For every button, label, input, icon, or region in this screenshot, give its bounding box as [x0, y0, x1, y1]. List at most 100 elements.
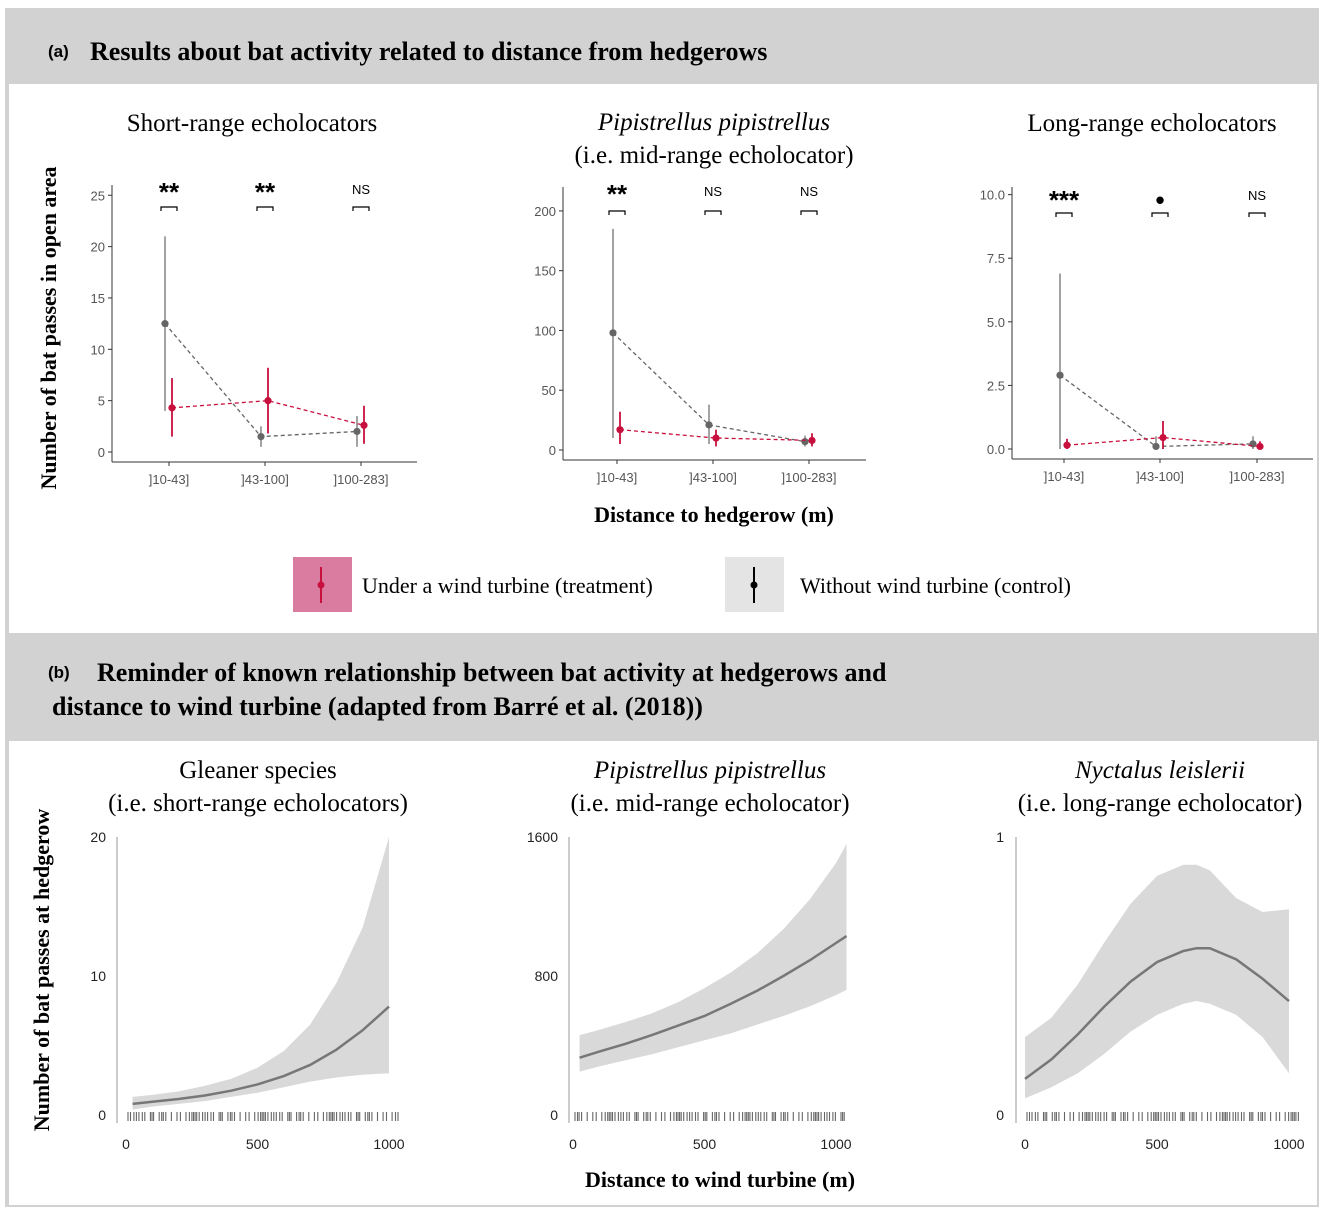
chart-title: Pipistrellus pipistrellus — [593, 757, 826, 784]
significance-label: *** — [1049, 185, 1080, 215]
significance-bracket — [1151, 212, 1169, 217]
rug-marks — [127, 1112, 399, 1121]
x-tick-label: ]100-283] — [334, 472, 389, 487]
significance-bracket — [800, 210, 818, 215]
y-tick-label: 20 — [90, 829, 106, 845]
significance-bracket — [1055, 212, 1073, 217]
chart-pipistrellus-turbine: Pipistrellus pipistrellus (i.e. mid-range… — [527, 757, 852, 1152]
y-tick-label: 0 — [98, 445, 105, 460]
significance-label: ** — [255, 177, 276, 207]
chart-subtitle: (i.e. mid-range echolocator) — [570, 790, 849, 817]
fitted-line — [132, 1005, 390, 1106]
y-tick-label: 10 — [91, 342, 105, 357]
significance-bracket — [352, 206, 370, 211]
control-point — [705, 421, 713, 429]
treatment-trend-line — [171, 399, 365, 426]
panel-a-ylabel: Number of bat passes in open area — [36, 166, 61, 489]
x-tick-label: ]10-43] — [1044, 469, 1084, 484]
confidence-band — [132, 837, 389, 1110]
x-tick-label: ]43-100] — [241, 472, 289, 487]
fitted-line — [579, 934, 848, 1059]
control-point — [801, 438, 809, 446]
x-tick-label: 500 — [1145, 1136, 1169, 1152]
treatment-point — [616, 426, 624, 434]
x-tick-label: 1000 — [1273, 1136, 1304, 1152]
y-tick-label: 20 — [91, 240, 105, 255]
panel-a-title: Results about bat activity related to di… — [90, 37, 767, 66]
y-tick-label: 0 — [996, 1107, 1004, 1123]
significance-label: ** — [607, 179, 628, 209]
confidence-band — [579, 843, 847, 1072]
treatment-point — [1256, 442, 1264, 451]
significance-label: NS — [800, 184, 818, 199]
control-point — [161, 320, 169, 328]
control-point — [1056, 371, 1064, 379]
y-tick-label: 0 — [550, 1107, 558, 1123]
panel-a-xlabel: Distance to hedgerow (m) — [594, 502, 834, 527]
panel-b-letter: (b) — [48, 663, 70, 682]
chart-gleaner-species: Gleaner species (i.e. short-range echoloc… — [90, 757, 408, 1152]
legend-treatment-label: Under a wind turbine (treatment) — [362, 573, 653, 598]
legend-control-label: Without wind turbine (control) — [800, 573, 1071, 598]
y-tick-label: 10.0 — [980, 188, 1005, 203]
significance-bracket — [704, 210, 722, 215]
legend: Under a wind turbine (treatment) Without… — [293, 557, 1071, 612]
treatment-point — [264, 397, 272, 405]
treatment-point — [360, 421, 368, 429]
chart-title: Pipistrellus pipistrellus — [597, 109, 830, 136]
x-tick-label: 1000 — [820, 1136, 851, 1152]
y-tick-label: 5 — [98, 394, 105, 409]
significance-label: NS — [352, 182, 370, 197]
panel-a-letter: (a) — [48, 42, 69, 61]
control-point — [257, 432, 265, 441]
chart-title: Long-range echolocators — [1027, 110, 1276, 137]
chart-subtitle: (i.e. short-range echolocators) — [108, 790, 408, 817]
fitted-line — [1024, 946, 1290, 1080]
x-tick-label: 0 — [1021, 1136, 1029, 1152]
y-tick-label: 50 — [542, 383, 556, 398]
y-tick-label: 0.0 — [987, 442, 1005, 457]
panel-b-title-line1: Reminder of known relationship between b… — [97, 658, 887, 687]
x-tick-label: 500 — [693, 1136, 717, 1152]
confidence-band — [1025, 864, 1289, 1099]
chart-nyctalus-leislerii: Nyctalus leislerii (i.e. long-range echol… — [996, 757, 1305, 1152]
chart-subtitle: (i.e. long-range echolocator) — [1018, 790, 1303, 817]
y-tick-label: 200 — [534, 204, 556, 219]
panel-a-header — [9, 12, 1319, 84]
x-tick-label: 0 — [122, 1136, 130, 1152]
y-tick-label: 2.5 — [987, 378, 1005, 393]
y-tick-label: 25 — [91, 188, 105, 203]
x-tick-label: ]10-43] — [597, 470, 637, 485]
x-tick-label: ]43-100] — [689, 470, 737, 485]
significance-label: NS — [1248, 188, 1266, 203]
x-tick-label: 500 — [246, 1136, 270, 1152]
significance-bracket — [1248, 212, 1266, 217]
panel-b-header — [9, 633, 1319, 741]
treatment-point — [712, 434, 720, 442]
treatment-point — [808, 436, 816, 445]
x-tick-label: ]43-100] — [1136, 469, 1184, 484]
chart-title: Nyctalus leislerii — [1074, 757, 1245, 784]
x-tick-label: ]100-283] — [1230, 469, 1285, 484]
y-tick-label: 100 — [534, 323, 556, 338]
significance-bracket — [160, 206, 178, 211]
significance-bracket — [608, 210, 626, 215]
rug-marks — [1026, 1112, 1299, 1121]
control-point — [609, 329, 617, 337]
significance-bracket — [256, 206, 274, 211]
chart-short-range: Short-range echolocators 0 5 10 15 20 25]10-43… — [91, 110, 417, 487]
y-tick-label: 5.0 — [987, 315, 1005, 330]
treatment-point — [1063, 441, 1071, 449]
chart-long-range: Long-range echolocators 0.0 2.5 5.0 7.5 10.0]… — [980, 110, 1313, 484]
y-tick-label: 1600 — [527, 829, 558, 845]
significance-label: NS — [704, 184, 722, 199]
chart-mid-range-pipistrellus: Pipistrellus pipistrellus (i.e. mid-range… — [534, 109, 866, 485]
y-tick-label: 15 — [91, 291, 105, 306]
panel-b-title-line2: distance to wind turbine (adapted from B… — [52, 692, 703, 721]
x-tick-label: ]100-283] — [782, 470, 837, 485]
significance-label: ** — [159, 177, 180, 207]
panel-b-ylabel: Number of bat passes at hedgerow — [29, 809, 54, 1132]
chart-title: Short-range echolocators — [127, 110, 378, 137]
x-tick-label: 1000 — [373, 1136, 404, 1152]
